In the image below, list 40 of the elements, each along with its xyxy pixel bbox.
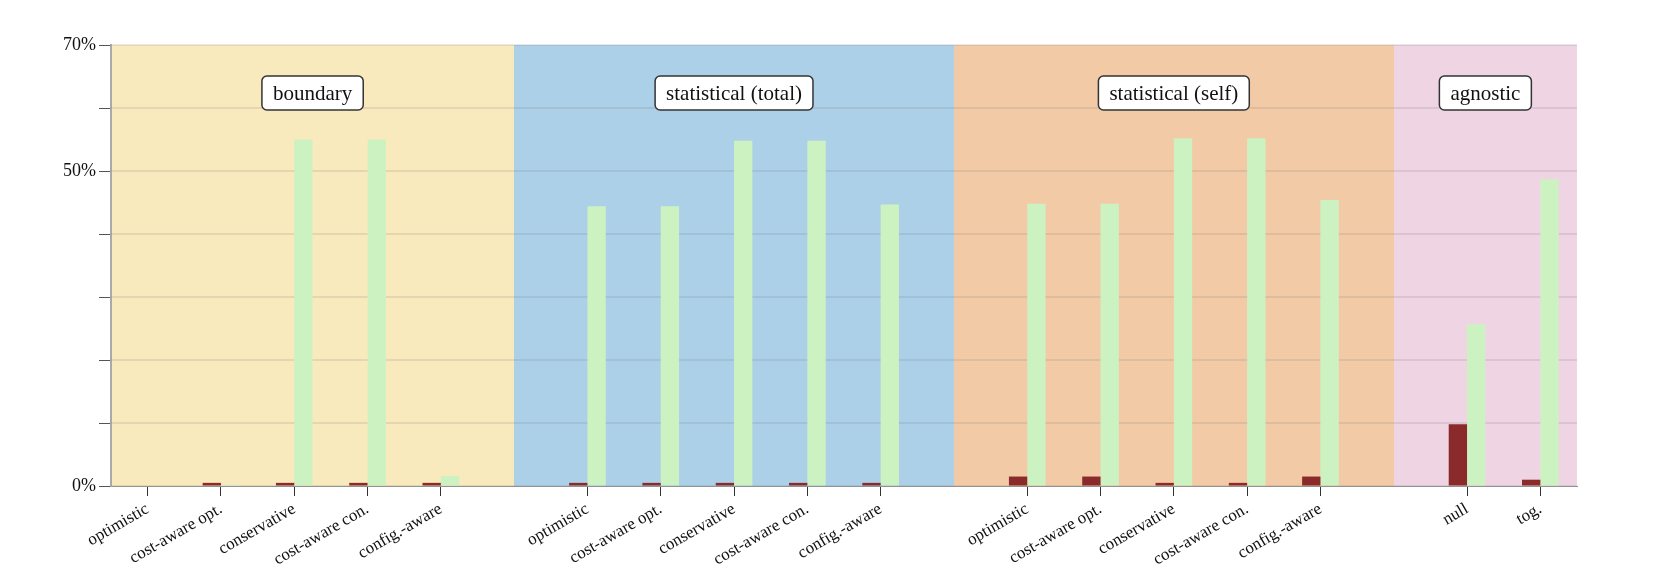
bar [715,482,735,486]
annotation: statistical (self) [1109,80,1239,105]
annotation: statistical (total) [666,80,802,105]
bar [1100,203,1119,486]
bar [367,139,386,486]
y-tick-label: 50% [62,159,96,180]
y-tick-label: 0% [71,474,96,495]
bar [1522,479,1541,486]
bar [734,140,753,486]
bar [202,482,221,486]
annotation: boundary [272,80,353,105]
bar [1320,199,1339,486]
bar [1540,179,1559,486]
x-tick-label: tog. [1512,498,1545,529]
bar [1173,138,1193,486]
bar [294,139,313,486]
bar [1027,203,1046,486]
x-tick-label: null [1438,498,1472,529]
bar [789,482,808,486]
bar [642,482,661,486]
bar [275,482,295,486]
bar [1448,424,1468,486]
bar [1228,482,1248,486]
bar [569,482,588,486]
annotation: agnostic [1450,80,1521,105]
bar [1008,476,1028,486]
bar [440,475,460,486]
bar [1082,476,1101,486]
bar [349,482,368,486]
bar [1155,482,1174,486]
bar [422,482,441,486]
bar [587,206,606,486]
bar [660,206,680,486]
bar [1467,324,1486,486]
bar [1247,138,1266,486]
bar [807,140,826,486]
bar [862,482,881,486]
y-tick-label: 70% [62,33,96,54]
bar [880,204,899,486]
bar [1302,476,1321,486]
